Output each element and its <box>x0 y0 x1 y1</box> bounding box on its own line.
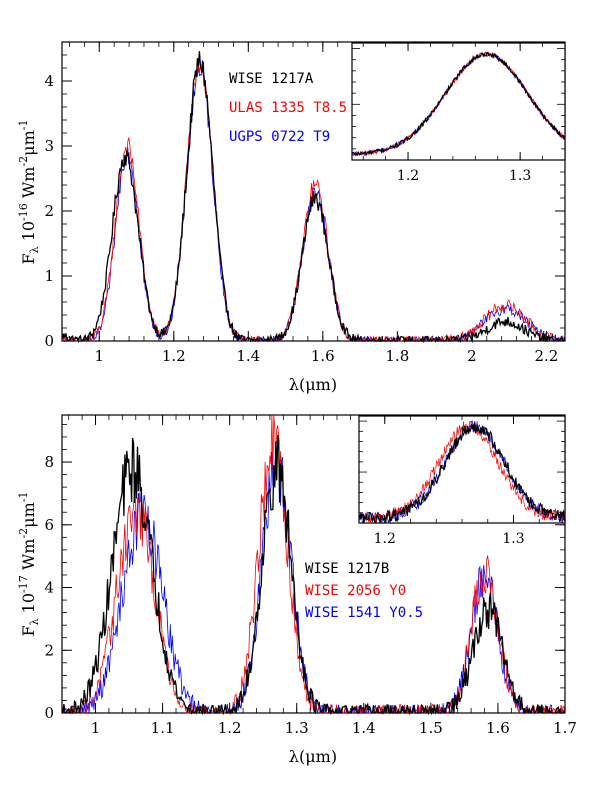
x-tick-label: 2.2 <box>534 347 558 365</box>
y-tick-label: 0 <box>44 332 54 350</box>
spectrum-line-1 <box>61 414 566 715</box>
top-inset-ticks <box>352 43 566 161</box>
top-ylabel-sub: λ <box>28 246 41 253</box>
top-x-axis-label: λ(μm) <box>289 375 337 394</box>
bottom-inset-tick-labels: 1.2 1.3 <box>374 531 525 547</box>
bottom-legend-entry-0: WISE 1217B <box>305 561 389 577</box>
top-inset-frame <box>351 42 566 161</box>
bottom-plot-frame <box>61 414 566 714</box>
top-plot-frame <box>61 41 566 342</box>
inset-spectrum-line-0 <box>351 51 566 157</box>
bottom-legend-entry-1: WISE 2056 Y0 <box>305 583 406 599</box>
y-tick-label: 1 <box>44 267 54 285</box>
top-inset-tick-labels: 1.2 1.3 <box>397 168 531 184</box>
top-legend-entry-2: UGPS 0722 T9 <box>229 129 330 145</box>
bottom-ylabel-mid1: 10 <box>19 593 38 618</box>
x-tick-label: 1.3 <box>285 719 309 737</box>
top-axis-tick-labels: 1 1.2 1.4 1.6 1.8 2 2.2 0 1 2 3 4 <box>44 72 558 365</box>
x-tick-label: 1.7 <box>553 719 577 737</box>
x-tick-label: 1.4 <box>352 719 376 737</box>
y-tick-label: 0 <box>44 704 54 722</box>
y-tick-label: 3 <box>44 137 54 155</box>
top-ylabel-sup2: -2 <box>17 156 30 167</box>
y-tick-label: 8 <box>44 453 54 471</box>
bottom-ylabel-sub: λ <box>28 618 41 625</box>
x-tick-label: 1.6 <box>311 347 335 365</box>
x-tick-label: 1.5 <box>419 719 443 737</box>
top-spectrum-panel: 1 1.2 1.4 1.6 1.8 2 2.2 0 1 2 3 4 λ(μm) Fλ 10-16 Wm… <box>17 41 566 394</box>
top-series-group <box>61 51 566 344</box>
x-tick-label: 1 <box>91 719 101 737</box>
y-tick-label: 2 <box>44 641 54 659</box>
inset-x-tick-label: 1.3 <box>502 531 524 547</box>
top-ylabel-sup1: -16 <box>17 203 30 221</box>
x-tick-label: 1.4 <box>236 347 260 365</box>
bottom-ylabel-main: F <box>19 625 38 636</box>
top-ylabel-sup3: -1 <box>17 120 30 131</box>
bottom-x-axis-label: λ(μm) <box>289 747 337 766</box>
bottom-inset-panel: 1.2 1.3 <box>358 415 566 547</box>
bottom-inset-ticks <box>358 416 566 524</box>
spectrum-line-0 <box>61 435 566 716</box>
inset-x-tick-label: 1.3 <box>509 168 531 184</box>
x-tick-label: 1 <box>94 347 104 365</box>
top-legend-entry-0: WISE 1217A <box>229 71 314 87</box>
x-tick-label: 1.2 <box>162 347 186 365</box>
x-tick-label: 1.6 <box>486 719 510 737</box>
bottom-ylabel-mid2: Wm <box>19 539 38 576</box>
top-legend: WISE 1217A ULAS 1335 T8.5 UGPS 0722 T9 <box>229 71 347 145</box>
bottom-legend-entry-2: WISE 1541 Y0.5 <box>305 605 423 621</box>
bottom-series-group <box>61 414 566 716</box>
top-ylabel-main: F <box>19 253 38 264</box>
bottom-legend: WISE 1217B WISE 2056 Y0 WISE 1541 Y0.5 <box>305 561 423 621</box>
inset-spectrum-line-0 <box>358 422 566 525</box>
top-inset-series-group <box>351 51 566 157</box>
top-legend-entry-1: ULAS 1335 T8.5 <box>229 100 347 116</box>
bottom-ylabel-sup1: -17 <box>17 575 30 593</box>
top-ylabel-mid3: μm <box>19 130 38 156</box>
x-tick-label: 2 <box>467 347 477 365</box>
bottom-axis-tick-labels: 1 1.1 1.2 1.3 1.4 1.5 1.6 1.7 0 2 4 6 8 <box>44 453 576 737</box>
bottom-ylabel-sup2: -2 <box>17 528 30 539</box>
y-tick-label: 6 <box>44 516 54 534</box>
x-tick-label: 1.8 <box>385 347 409 365</box>
top-inset-panel: 1.2 1.3 <box>351 42 566 184</box>
top-ylabel-mid1: 10 <box>19 221 38 246</box>
top-y-axis-label: Fλ 10-16 Wm-2μm-1 <box>17 120 41 265</box>
inset-x-tick-label: 1.2 <box>374 531 396 547</box>
top-ylabel-mid2: Wm <box>19 167 38 204</box>
bottom-ylabel-sup3: -1 <box>17 492 30 503</box>
bottom-inset-series-group <box>358 420 566 525</box>
bottom-y-axis-label: Fλ 10-17 Wm-2μm-1 <box>17 492 41 637</box>
inset-x-tick-label: 1.2 <box>397 168 419 184</box>
x-tick-label: 1.2 <box>218 719 242 737</box>
y-tick-label: 2 <box>44 202 54 220</box>
y-tick-label: 4 <box>44 72 54 90</box>
x-tick-label: 1.1 <box>151 719 175 737</box>
spectrum-line-0 <box>61 51 566 344</box>
y-tick-label: 4 <box>44 579 54 597</box>
bottom-ylabel-mid3: μm <box>19 502 38 528</box>
